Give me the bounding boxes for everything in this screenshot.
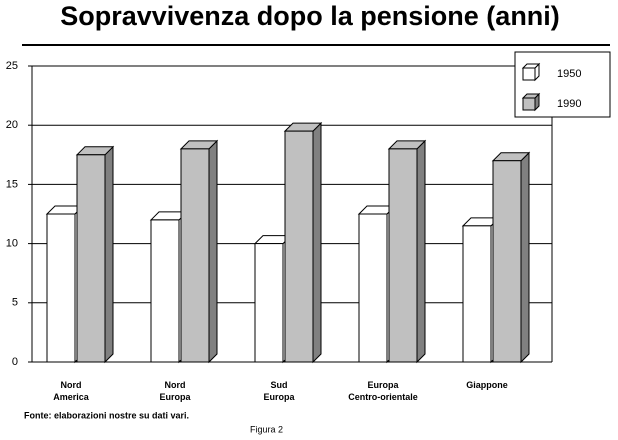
legend-swatch bbox=[522, 67, 536, 81]
x-tick-label: Giappone bbox=[466, 380, 508, 390]
legend-swatch bbox=[522, 97, 536, 111]
x-tick-label: Nord Europa bbox=[159, 380, 191, 402]
source-note: Fonte: elaborazioni nostre su dati vari. bbox=[24, 410, 189, 420]
bar bbox=[283, 121, 323, 364]
bar bbox=[491, 151, 531, 364]
bar-front bbox=[462, 225, 492, 363]
bar-front bbox=[180, 148, 210, 363]
legend-label: 1990 bbox=[557, 98, 581, 110]
legend-label: 1950 bbox=[557, 68, 581, 80]
bar bbox=[179, 139, 219, 364]
bar-front bbox=[46, 213, 76, 363]
x-tick-label: Nord America bbox=[53, 380, 90, 402]
bar-front bbox=[76, 154, 106, 363]
caption: Figura 2 bbox=[250, 424, 283, 434]
bar-side bbox=[520, 151, 530, 364]
bar-side bbox=[416, 139, 426, 364]
bar-side bbox=[208, 139, 218, 364]
bar bbox=[75, 145, 115, 364]
chart-title: Sopravvivenza dopo la pensione (anni) bbox=[60, 1, 560, 31]
bar bbox=[387, 139, 427, 364]
x-tick-label: Sud Europa bbox=[263, 380, 295, 402]
y-tick-label: 20 bbox=[6, 119, 18, 131]
bar-front bbox=[388, 148, 418, 363]
bar-front bbox=[254, 243, 284, 363]
y-tick-label: 10 bbox=[6, 238, 18, 250]
y-tick-label: 5 bbox=[12, 297, 18, 309]
bar-side bbox=[104, 145, 114, 364]
bar-front bbox=[358, 213, 388, 363]
bar-front bbox=[284, 130, 314, 363]
bar-front bbox=[492, 160, 522, 363]
y-tick-label: 25 bbox=[6, 60, 18, 72]
x-tick-label: Europa Centro-orientale bbox=[348, 380, 418, 402]
legend-box bbox=[514, 51, 611, 118]
y-tick-label: 0 bbox=[12, 356, 18, 368]
bar-front bbox=[150, 219, 180, 363]
y-tick-label: 15 bbox=[6, 178, 18, 190]
bar-side bbox=[312, 121, 322, 364]
